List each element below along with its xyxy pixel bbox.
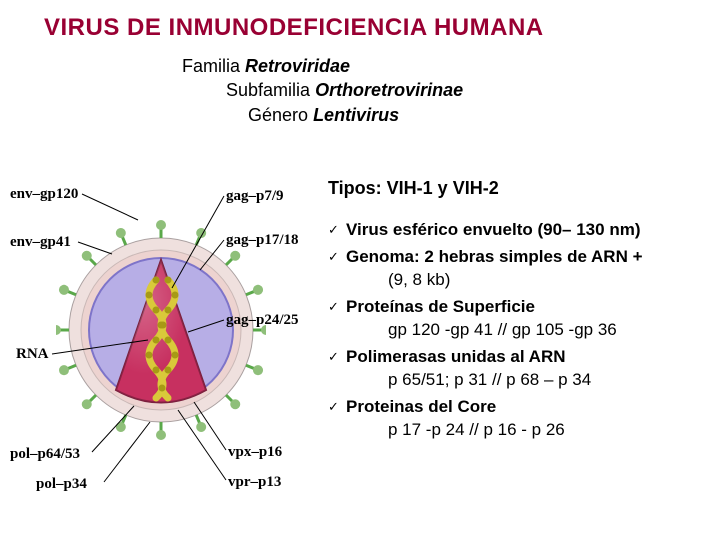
slide-title: VIRUS DE INMUNODEFICIENCIA HUMANA [44,14,710,42]
label-vpx-p16: vpx–p16 [228,444,282,461]
label-gag-p7: gag–p7/9 [226,188,284,205]
bullet-envelope: Virus esférico envuelto (90– 130 nm) [328,219,720,242]
bullet-polymerase-sub: p 65/51; p 31 // p 68 – p 34 [346,369,720,392]
virus-diagram: env–gp120 env–gp41 RNA pol–p64/53 pol–p3… [8,182,310,494]
label-gag-p17: gag–p17/18 [226,232,299,249]
bullet-genome: Genoma: 2 hebras simples de ARN + (9, 8 … [328,246,720,292]
bullet-surface-head: Proteínas de Superficie [346,297,535,316]
bullet-genome-sub: (9, 8 kb) [346,269,720,292]
info-column: Tipos: VIH-1 y VIH-2 Virus esférico envu… [314,178,720,445]
label-gag-p24: gag–p24/25 [226,312,299,329]
taxonomy-genus: Género Lentivirus [248,103,710,127]
bullet-polymerase-head: Polimerasas unidas al ARN [346,347,566,366]
genus-label: Género [248,105,308,125]
taxonomy-family: Familia Retroviridae [182,54,710,78]
bullet-core-head: Proteinas del Core [346,397,496,416]
slide: VIRUS DE INMUNODEFICIENCIA HUMANA Famili… [0,0,720,540]
label-pol-p34: pol–p34 [36,476,87,493]
bullet-surface: Proteínas de Superficie gp 120 -gp 41 //… [328,296,720,342]
bullet-core-sub: p 17 -p 24 // p 16 - p 26 [346,419,720,442]
label-pol-p64: pol–p64/53 [10,446,80,463]
info-list: Virus esférico envuelto (90– 130 nm) [328,219,720,242]
genus-name: Lentivirus [313,105,399,125]
types-heading: Tipos: VIH-1 y VIH-2 [328,178,720,199]
family-name: Retroviridae [245,56,350,76]
bullet-envelope-text: Virus esférico envuelto (90– 130 nm) [346,220,640,239]
bullet-surface-sub: gp 120 -gp 41 // gp 105 -gp 36 [346,319,720,342]
label-vpr-p13: vpr–p13 [228,474,281,491]
bullet-core: Proteinas del Core p 17 -p 24 // p 16 - … [328,396,720,442]
bullet-polymerase: Polimerasas unidas al ARN p 65/51; p 31 … [328,346,720,392]
taxonomy-subfamily: Subfamilia Orthoretrovirinae [226,78,710,102]
bullet-genome-head: Genoma: 2 hebras simples de ARN + [346,247,643,266]
family-label: Familia [182,56,240,76]
info-list-2: Genoma: 2 hebras simples de ARN + (9, 8 … [328,246,720,442]
label-env-gp41: env–gp41 [10,234,71,251]
label-rna: RNA [16,346,49,363]
subfamily-name: Orthoretrovirinae [315,80,463,100]
subfamily-label: Subfamilia [226,80,310,100]
label-env-gp120: env–gp120 [10,186,78,203]
taxonomy-block: Familia Retroviridae Subfamilia Orthoret… [182,54,710,127]
